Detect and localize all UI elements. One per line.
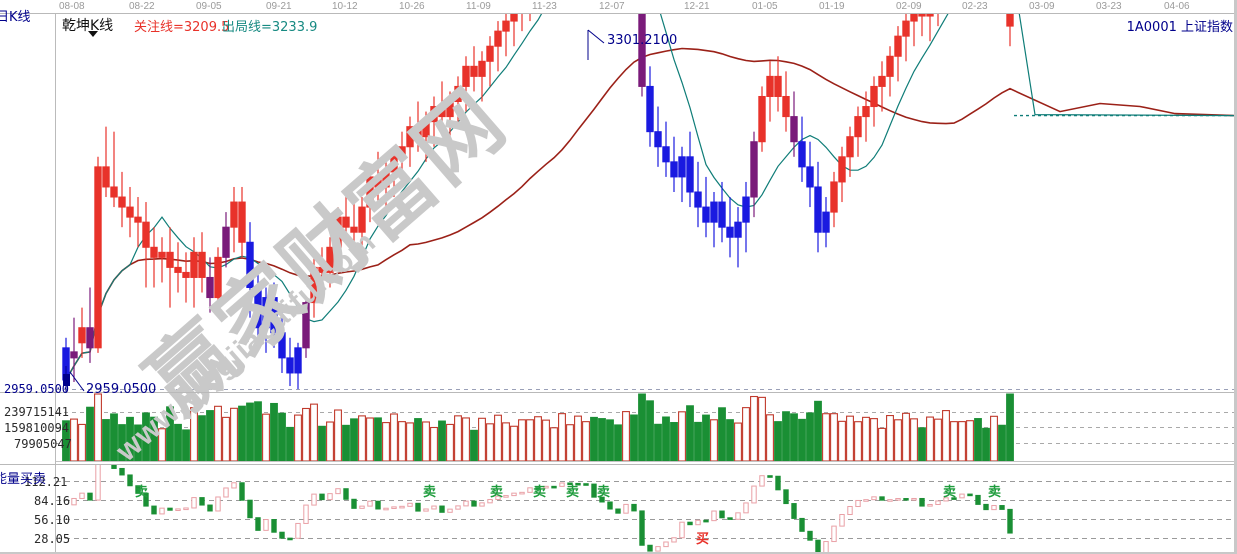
window-bottom-border: [0, 552, 1237, 554]
indicator-name-text: 乾坤K线: [62, 18, 114, 34]
price-low-callout: 2959.0500: [86, 382, 157, 397]
indicator-axis-label-1: 112.21: [24, 475, 68, 489]
price-pane[interactable]: [0, 14, 1237, 392]
date-tick-label: 04-06: [1164, 1, 1190, 12]
chevron-down-icon[interactable]: [88, 31, 98, 37]
date-tick-label: 03-09: [1029, 1, 1055, 12]
date-tick-label: 10-26: [399, 1, 425, 12]
volume-pane-separator: [0, 392, 1237, 393]
indicator-chart-canvas: [55, 464, 1234, 554]
price-chart-canvas: [55, 14, 1235, 392]
date-axis: 08-08 08-22 09-05 09-21 10-12 10-26 11-09 11-23…: [0, 0, 1237, 14]
symbol-label[interactable]: 1A0001 上证指数: [1126, 20, 1233, 35]
indicator-axis-label-3: 56.10: [34, 513, 71, 527]
buy-marker: 买: [696, 532, 710, 547]
volume-pane[interactable]: [0, 392, 1237, 464]
sell-marker: 卖: [490, 485, 504, 500]
window-right-border: [1234, 0, 1237, 554]
volume-chart-canvas: [55, 392, 1234, 464]
volume-axis-label-top: 239715141: [4, 405, 70, 419]
volume-axis-label-mid: 159810094: [4, 421, 70, 435]
date-tick-label: 02-09: [896, 1, 922, 12]
sell-marker: 卖: [423, 485, 437, 500]
date-tick-label: 08-22: [129, 1, 155, 12]
indicator-pane[interactable]: [0, 464, 1237, 554]
indicator-axis-label-2: 84.16: [34, 494, 71, 508]
indicator-pane-separator: [0, 464, 1237, 465]
date-tick-label: 09-05: [196, 1, 222, 12]
price-low-axis-label: 2959.0500: [4, 382, 70, 396]
chart-type-label[interactable]: 日K线: [0, 10, 31, 25]
date-tick-label: 12-21: [684, 1, 710, 12]
volume-axis-label-bottom: 79905047: [14, 437, 72, 451]
watch-line-value: 关注线=3209.5: [134, 20, 230, 35]
date-tick-label: 01-19: [819, 1, 845, 12]
date-tick-label: 09-21: [266, 1, 292, 12]
sell-marker: 卖: [597, 485, 611, 500]
indicator-name-label[interactable]: 乾坤K线: [62, 15, 114, 37]
indicator-axis-label-4: 28.05: [34, 532, 71, 546]
sell-marker: 卖: [533, 485, 547, 500]
sell-marker: 卖: [566, 485, 580, 500]
date-tick-label: 03-23: [1096, 1, 1122, 12]
date-tick-label: 10-12: [332, 1, 358, 12]
date-tick-label: 01-05: [752, 1, 778, 12]
price-high-callout: 3301.2100: [607, 33, 678, 48]
indicator-pane-title[interactable]: 能量买卖: [0, 472, 47, 487]
sell-marker: 卖: [988, 485, 1002, 500]
date-tick-label: 08-08: [59, 1, 85, 12]
axis-top-rule: [0, 13, 1237, 14]
date-tick-label: 11-09: [466, 1, 491, 12]
exit-line-value: 出局线=3233.9: [222, 20, 318, 35]
sell-marker: 卖: [135, 485, 149, 500]
sell-marker: 卖: [943, 485, 957, 500]
date-tick-label: 11-23: [532, 1, 557, 12]
date-tick-label: 02-23: [962, 1, 988, 12]
date-tick-label: 12-07: [599, 1, 625, 12]
